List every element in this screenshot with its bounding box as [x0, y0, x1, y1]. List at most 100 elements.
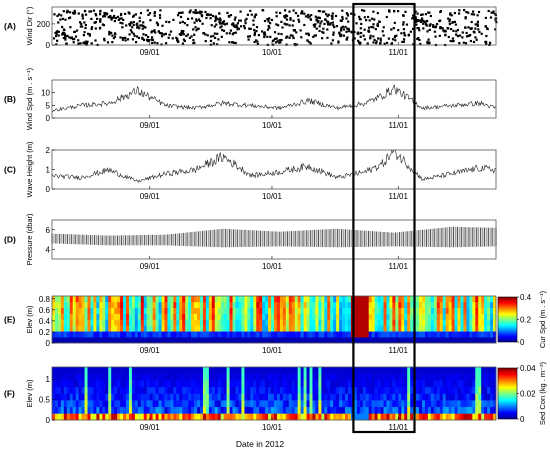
wind-dir-point	[116, 15, 119, 18]
heatmap-cell	[164, 301, 168, 309]
heatmap-cell	[205, 393, 210, 401]
heatmap-cell	[241, 296, 245, 303]
heatmap-cell	[383, 337, 387, 344]
heatmap-cell	[271, 386, 275, 394]
heatmap-cell	[407, 319, 411, 326]
heatmap-cell	[194, 313, 198, 320]
heatmap-cell	[442, 413, 446, 421]
wind-dir-point	[84, 24, 87, 27]
heatmap-cell	[389, 307, 393, 314]
heatmap-cell	[321, 337, 325, 344]
heatmap-cell	[66, 313, 71, 320]
heatmap-cell	[383, 296, 387, 303]
wind-dir-point	[63, 33, 67, 36]
heatmap-cell	[294, 393, 298, 401]
heatmap-cell	[389, 413, 393, 421]
wind-dir-point	[79, 42, 82, 45]
heatmap-cell	[318, 380, 322, 388]
heatmap-cell	[439, 325, 444, 332]
heatmap-cell	[451, 307, 455, 314]
heatmap-cell	[433, 307, 438, 314]
heatmap-cell	[152, 367, 156, 374]
wind-dir-point	[110, 16, 113, 19]
wind-dir-point	[222, 29, 226, 32]
heatmap-cell	[356, 319, 361, 326]
wind-dir-point	[65, 42, 68, 45]
heatmap-cell	[117, 380, 121, 388]
heatmap-cell	[386, 367, 390, 374]
heatmap-cell	[57, 296, 62, 303]
heatmap-cell	[410, 400, 414, 408]
heatmap-cell	[324, 331, 328, 338]
wind-dir-point	[223, 23, 226, 26]
wind-dir-point	[484, 25, 487, 28]
heatmap-cell	[259, 386, 263, 394]
wind-dir-point	[192, 28, 195, 31]
heatmap-cell	[392, 319, 396, 326]
heatmap-cell	[167, 380, 171, 388]
wind-dir-point	[253, 40, 256, 44]
heatmap-cell	[197, 331, 201, 338]
heatmap-cell	[472, 393, 476, 401]
wind-dir-point	[467, 11, 470, 14]
wind-dir-point	[204, 33, 207, 36]
heatmap-cell	[220, 400, 224, 408]
heatmap-cell	[235, 337, 239, 344]
heatmap-cell	[451, 331, 455, 338]
heatmap-cell	[120, 400, 124, 408]
wind-dir-point	[163, 33, 166, 36]
heatmap-cell	[324, 301, 328, 309]
wind-dir-point	[346, 36, 349, 39]
heatmap-cell	[232, 313, 236, 320]
wind-dir-point	[307, 13, 310, 16]
heatmap-cell	[442, 313, 446, 320]
heatmap-cell	[143, 393, 148, 401]
heatmap-cell	[395, 373, 399, 381]
heatmap-cell	[126, 337, 130, 344]
wind-dir-point	[57, 21, 60, 24]
heatmap-cell	[250, 406, 254, 414]
heatmap-cell	[439, 337, 444, 344]
heatmap-cell	[368, 313, 372, 320]
heatmap-cell	[81, 325, 85, 332]
heatmap-cell	[297, 296, 301, 303]
heatmap-cell	[185, 400, 189, 408]
heatmap-cell	[271, 393, 275, 401]
wind-dir-point	[169, 30, 173, 33]
heatmap-cell	[108, 307, 112, 314]
wind-dir-point	[345, 30, 348, 33]
wind-dir-point	[187, 17, 190, 20]
heatmap-cell	[333, 325, 337, 332]
heatmap-cell	[475, 386, 479, 394]
heatmap-cell	[66, 367, 71, 374]
heatmap-cell	[137, 296, 142, 303]
heatmap-cell	[401, 373, 405, 381]
heatmap-cell	[185, 313, 189, 320]
heatmap-cell	[105, 386, 109, 394]
wind-dir-point	[108, 16, 111, 19]
heatmap-cell	[232, 373, 236, 381]
heatmap-cell	[66, 400, 71, 408]
heatmap-cell	[345, 373, 349, 381]
wind-dir-point	[326, 36, 329, 39]
heatmap-cell	[490, 400, 494, 408]
heatmap-cell	[72, 393, 76, 401]
heatmap-cell	[386, 331, 390, 338]
heatmap-cell	[208, 406, 213, 414]
wind-dir-point	[88, 34, 91, 37]
heatmap-cell	[445, 380, 449, 388]
heatmap-cell	[202, 413, 207, 421]
heatmap-cell	[484, 301, 488, 309]
heatmap-cell	[208, 413, 213, 421]
heatmap-cell	[75, 337, 79, 344]
heatmap-cell	[232, 380, 236, 388]
wind-dir-point	[179, 15, 183, 19]
wind-dir-point	[301, 12, 304, 15]
wind-dir-point	[285, 14, 288, 17]
heatmap-cell	[114, 367, 118, 374]
wind-dir-point	[359, 41, 362, 44]
heatmap-cell	[430, 406, 435, 414]
wind-dir-point	[93, 21, 96, 24]
heatmap-cell	[309, 393, 313, 401]
heatmap-cell	[117, 386, 121, 394]
